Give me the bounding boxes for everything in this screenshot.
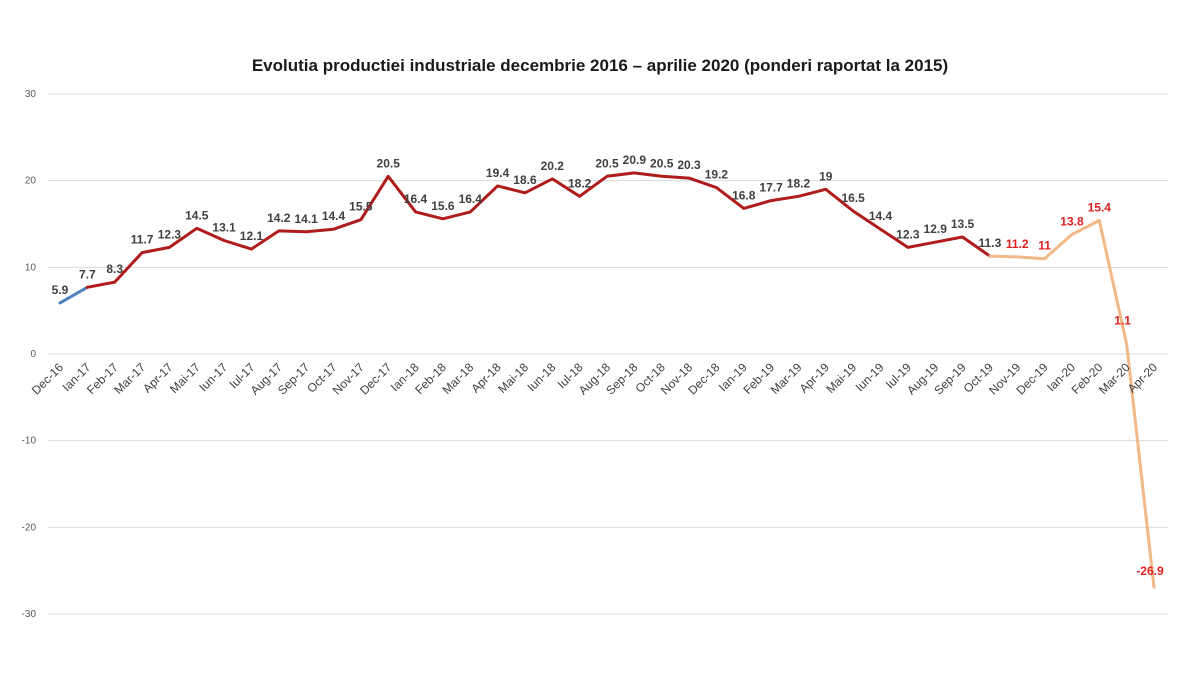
data-label: 14.2 — [267, 211, 291, 225]
data-label: 19.2 — [705, 168, 729, 182]
data-label: 18.2 — [787, 176, 811, 190]
x-tick-label: Dec-19 — [1013, 360, 1050, 397]
data-label: 20.5 — [595, 156, 619, 170]
y-tick-label: -20 — [22, 522, 37, 533]
data-label: 18.6 — [513, 173, 537, 187]
y-tick-label: 30 — [25, 89, 37, 100]
data-label: 15.5 — [349, 200, 373, 214]
data-label: 12.9 — [924, 222, 948, 236]
data-label: 14.5 — [185, 208, 209, 222]
y-axis-ticks: 30 20 10 0 -10 -20 -30 — [22, 89, 37, 620]
data-label: 20.2 — [541, 159, 565, 173]
data-label: 19 — [819, 169, 833, 183]
data-label: 17.7 — [759, 181, 783, 195]
x-tick-label: Mai-18 — [495, 360, 531, 396]
x-tick-label: Sep-18 — [603, 360, 640, 397]
x-tick-label: Mai-17 — [167, 360, 203, 396]
data-label: 18.2 — [568, 176, 592, 190]
x-tick-label: Mar-19 — [768, 360, 805, 397]
data-label: 7.7 — [79, 267, 96, 281]
data-label: 16.5 — [841, 191, 865, 205]
y-tick-label: -30 — [22, 609, 37, 620]
data-label: 16.8 — [732, 188, 756, 202]
data-label: 12.3 — [896, 227, 920, 241]
y-tick-label: 10 — [25, 262, 37, 273]
data-label: 14.4 — [322, 209, 346, 223]
x-tick-label: Mai-19 — [823, 360, 859, 396]
data-label: 11.7 — [131, 233, 154, 247]
data-label: 16.4 — [459, 192, 483, 206]
data-label: 12.3 — [158, 227, 182, 241]
data-label: 13.5 — [951, 217, 975, 231]
x-tick-label: Sep-19 — [931, 360, 968, 397]
data-label: 13.1 — [212, 220, 236, 234]
x-tick-label: Mar-18 — [440, 360, 477, 397]
data-label: 11.2 — [1006, 237, 1029, 251]
data-label: 5.9 — [52, 283, 69, 297]
data-labels: 5.97.7 8.311.7 12.314.513.112.114.2 14.1 14.… — [52, 153, 1164, 578]
data-label: 15.6 — [431, 199, 455, 213]
x-tick-label: Iun-19 — [853, 360, 887, 394]
series-line-segment-0 — [58, 285, 89, 305]
y-tick-label: 20 — [25, 176, 37, 187]
data-label: 20.5 — [377, 156, 401, 170]
x-tick-label: Iun-17 — [196, 360, 230, 394]
x-tick-label: Sep-17 — [275, 360, 312, 397]
x-tick-label: Mar-17 — [111, 360, 148, 397]
data-label: 12.1 — [240, 229, 264, 243]
x-tick-label: Mar-20 — [1096, 360, 1133, 397]
grid-lines — [48, 93, 1168, 615]
data-label: 19.4 — [486, 166, 510, 180]
data-label: 20.5 — [650, 156, 674, 170]
data-label: 20.9 — [623, 153, 647, 167]
series-line-segment-2 — [988, 219, 1156, 589]
chart-title: Evolutia productiei industriale decembri… — [251, 56, 949, 75]
data-label: 14.1 — [294, 212, 318, 226]
x-tick-label: Iun-18 — [524, 360, 558, 394]
series-lines — [58, 171, 1156, 589]
data-label: 11 — [1038, 239, 1051, 253]
x-tick-label: Dec-17 — [357, 360, 394, 397]
data-label: 1.1 — [1114, 313, 1131, 327]
data-label: 14.4 — [869, 209, 893, 223]
series-line-segment-1 — [85, 171, 992, 289]
data-label: 20.3 — [677, 158, 701, 172]
x-tick-label: Dec-16 — [29, 360, 66, 397]
y-tick-label: -10 — [22, 436, 37, 447]
data-label: 11.3 — [979, 236, 1002, 250]
x-tick-label: Dec-18 — [685, 360, 722, 397]
data-label: 16.4 — [404, 192, 428, 206]
data-label: 15.4 — [1088, 201, 1112, 215]
data-label: 13.8 — [1060, 214, 1084, 228]
y-tick-label: 0 — [30, 349, 36, 360]
x-axis-ticks: Dec-16Ian-17Feb-17Mar-17Apr-17Mai-17Iun-… — [29, 360, 1160, 397]
data-label: 8.3 — [106, 262, 123, 276]
data-label: -26.9 — [1136, 564, 1164, 578]
